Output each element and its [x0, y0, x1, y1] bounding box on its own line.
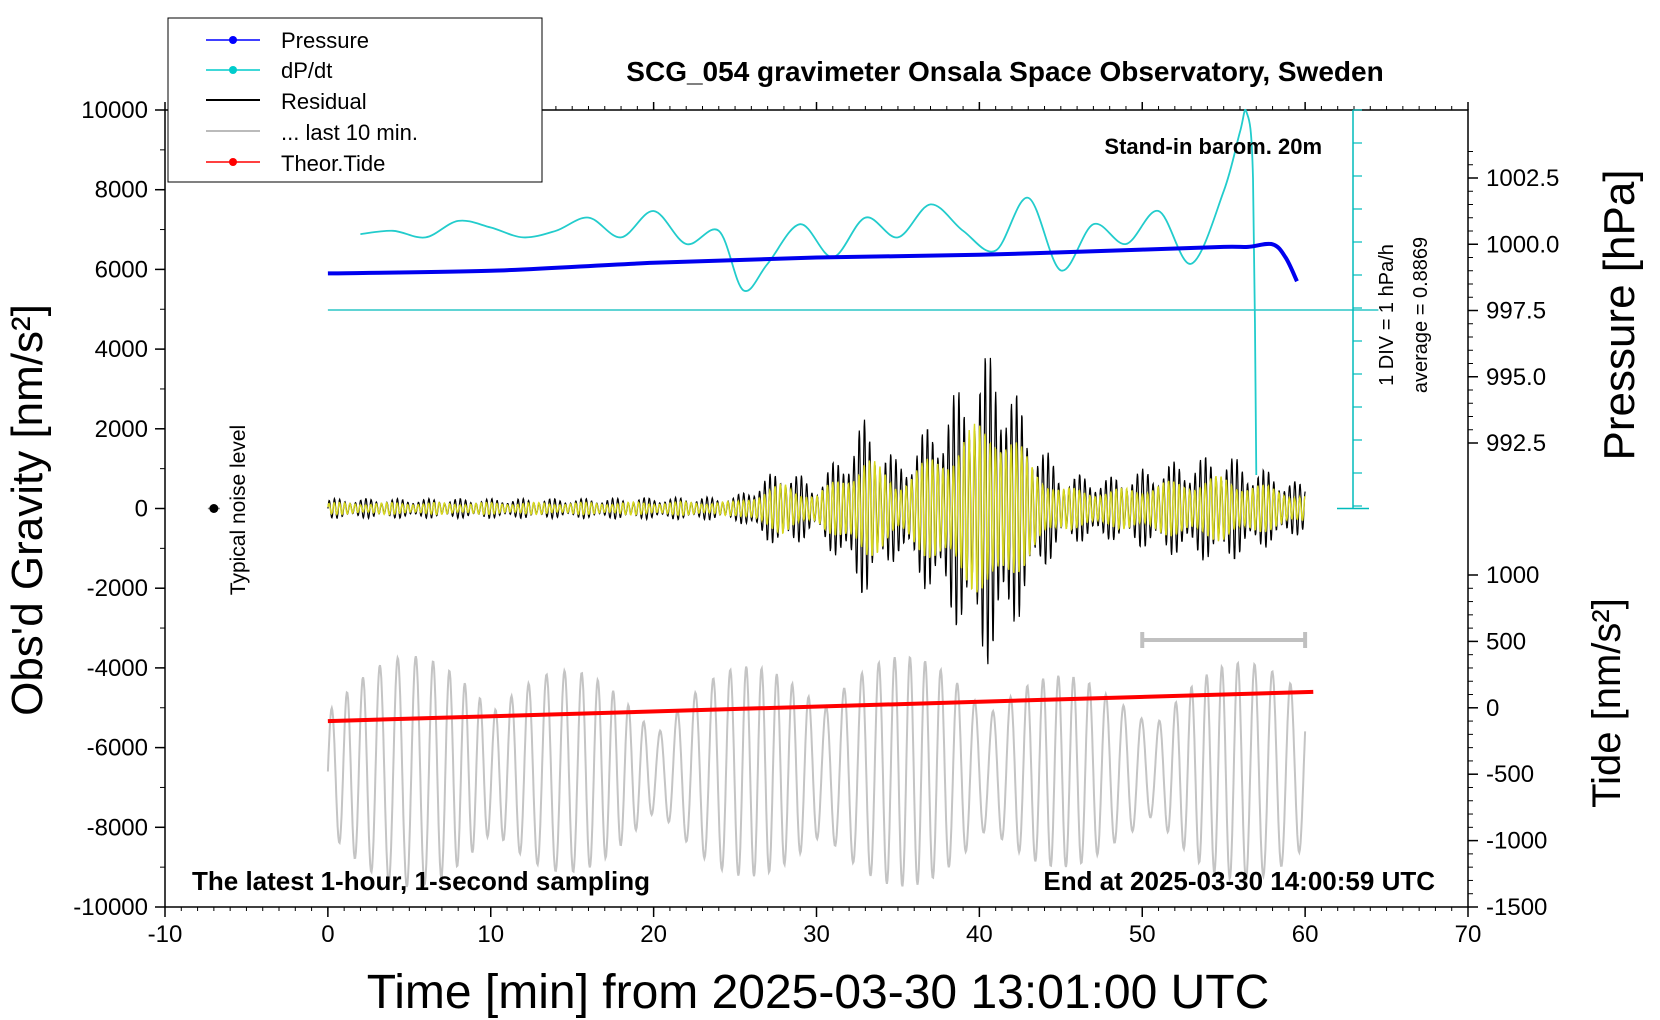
legend-item-dpdt: dP/dt [206, 58, 332, 83]
bottom-right-note: End at 2025-03-30 14:00:59 UTC [1043, 866, 1435, 896]
pressure-curve [327, 241, 1299, 283]
y-tick-label: 10000 [81, 97, 148, 124]
y-tick-label: -10000 [73, 894, 148, 921]
y-tick-label: 4000 [95, 336, 148, 363]
legend-label-pressure: Pressure [281, 28, 369, 53]
tide-tick-label: 500 [1486, 628, 1526, 655]
y-axis-label-pressure: Pressure [hPa] [1595, 169, 1644, 460]
legend-label-last-10-min: ... last 10 min. [281, 120, 418, 145]
tide-tick-label: -1000 [1486, 828, 1547, 855]
pressure-tick-label: 997.5 [1486, 298, 1546, 325]
dpdt-average-note: average = 0.8869 [1410, 237, 1432, 393]
x-tick-label: 20 [640, 921, 667, 948]
x-tick-label: 30 [803, 921, 830, 948]
x-tick-label: 40 [966, 921, 993, 948]
y-axis-label-left: Obs'd Gravity [nm/s²] [3, 304, 52, 716]
bottom-left-note: The latest 1-hour, 1-second sampling [192, 866, 650, 896]
y-tick-label: -4000 [87, 655, 148, 682]
plot-layer: -10 0 10 20 30 40 50 60 701000080006000400020000… [73, 97, 1559, 948]
chart-title: SCG_054 gravimeter Onsala Space Observat… [626, 56, 1383, 87]
legend-item-theor-tide: Theor.Tide [206, 151, 385, 176]
legend: Pressure dP/dt Residual ... last 10 min.… [167, 17, 543, 183]
legend-marker-pressure [229, 36, 237, 44]
dpdt-curve [360, 109, 1258, 476]
noise-level-label: Typical noise level [227, 425, 250, 595]
tide-tick-label: 1000 [1486, 562, 1539, 589]
x-tick-label: 10 [477, 921, 504, 948]
x-tick-label: 0 [321, 921, 334, 948]
tide-tick-label: 0 [1486, 695, 1499, 722]
legend-item-pressure: Pressure [206, 28, 369, 53]
y-axis-label-tide: Tide [nm/s²] [1585, 598, 1629, 808]
last-10-min-trace [326, 654, 1307, 888]
residual-last-10-min-overlay [327, 423, 1306, 593]
legend-label-residual: Residual [281, 89, 367, 114]
tide-tick-label: -500 [1486, 761, 1534, 788]
pressure-tick-label: 992.5 [1486, 430, 1546, 457]
stand-in-barometer-note: Stand-in barom. 20m [1104, 134, 1322, 159]
x-tick-label: 70 [1455, 921, 1482, 948]
x-tick-label: -10 [148, 921, 183, 948]
noise-level-marker [209, 504, 219, 513]
pressure-tick-label: 995.0 [1486, 364, 1546, 391]
y-tick-label: 8000 [95, 177, 148, 204]
x-tick-label: 50 [1129, 921, 1156, 948]
legend-item-last-10-min: ... last 10 min. [206, 120, 418, 145]
pressure-tick-label: 1000.0 [1486, 231, 1559, 258]
legend-marker-dpdt [229, 66, 237, 74]
y-tick-label: 6000 [95, 256, 148, 283]
legend-marker-theor-tide [229, 158, 237, 166]
y-tick-label: 0 [135, 496, 148, 523]
y-tick-label: 2000 [95, 416, 148, 443]
theor-tide-line [327, 689, 1314, 724]
x-axis-label: Time [min] from 2025-03-30 13:01:00 UTC [367, 966, 1270, 1019]
legend-item-residual: Residual [206, 89, 367, 114]
dpdt-scale-note: 1 DIV = 1 hPa/h [1376, 244, 1398, 386]
y-tick-label: -6000 [87, 735, 148, 762]
legend-label-theor-tide: Theor.Tide [281, 151, 385, 176]
y-tick-label: -8000 [87, 814, 148, 841]
y-tick-label: -2000 [87, 575, 148, 602]
pressure-tick-label: 1002.5 [1486, 165, 1559, 192]
legend-label-dpdt: dP/dt [281, 58, 332, 83]
x-tick-label: 60 [1292, 921, 1319, 948]
tide-tick-label: -1500 [1486, 894, 1547, 921]
